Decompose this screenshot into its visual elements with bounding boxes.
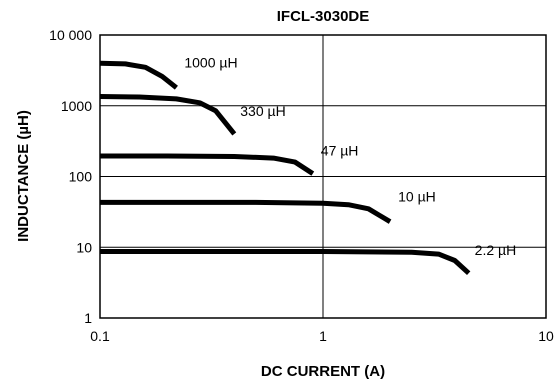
y-tick-label: 10 bbox=[76, 239, 92, 255]
series-line bbox=[99, 94, 237, 136]
series-annotations: 1000 µH 330 µH 47 µH 10 µH 2.2 µH bbox=[184, 55, 516, 258]
series-label: 2.2 µH bbox=[475, 242, 517, 258]
y-tick-label: 100 bbox=[69, 169, 93, 185]
y-tick-label: 1000 bbox=[61, 98, 92, 114]
plot-frame bbox=[99, 34, 547, 319]
series-label: 1000 µH bbox=[184, 55, 237, 71]
series-label: 330 µH bbox=[240, 103, 285, 119]
grid bbox=[100, 35, 546, 318]
series-line bbox=[100, 249, 471, 276]
chart-title: IFCL-3030DE bbox=[277, 8, 370, 25]
x-tick-label: 10 bbox=[538, 328, 554, 344]
series-line bbox=[100, 153, 315, 176]
series-line bbox=[100, 199, 392, 224]
series-line bbox=[99, 60, 178, 90]
x-tick-labels: 0.1 1 10 bbox=[90, 328, 554, 344]
y-tick-labels: 1 10 100 1000 10 000 bbox=[49, 27, 92, 326]
y-tick-label: 1 bbox=[84, 310, 92, 326]
series-label: 47 µH bbox=[321, 143, 359, 159]
y-tick-label: 10 000 bbox=[49, 27, 92, 43]
series-label: 10 µH bbox=[398, 189, 436, 205]
x-tick-label: 1 bbox=[319, 328, 327, 344]
x-tick-label: 0.1 bbox=[90, 328, 110, 344]
y-axis-label: INDUCTANCE (µH) bbox=[15, 110, 32, 242]
x-axis-label: DC CURRENT (A) bbox=[261, 363, 385, 380]
series-lines bbox=[99, 60, 471, 276]
